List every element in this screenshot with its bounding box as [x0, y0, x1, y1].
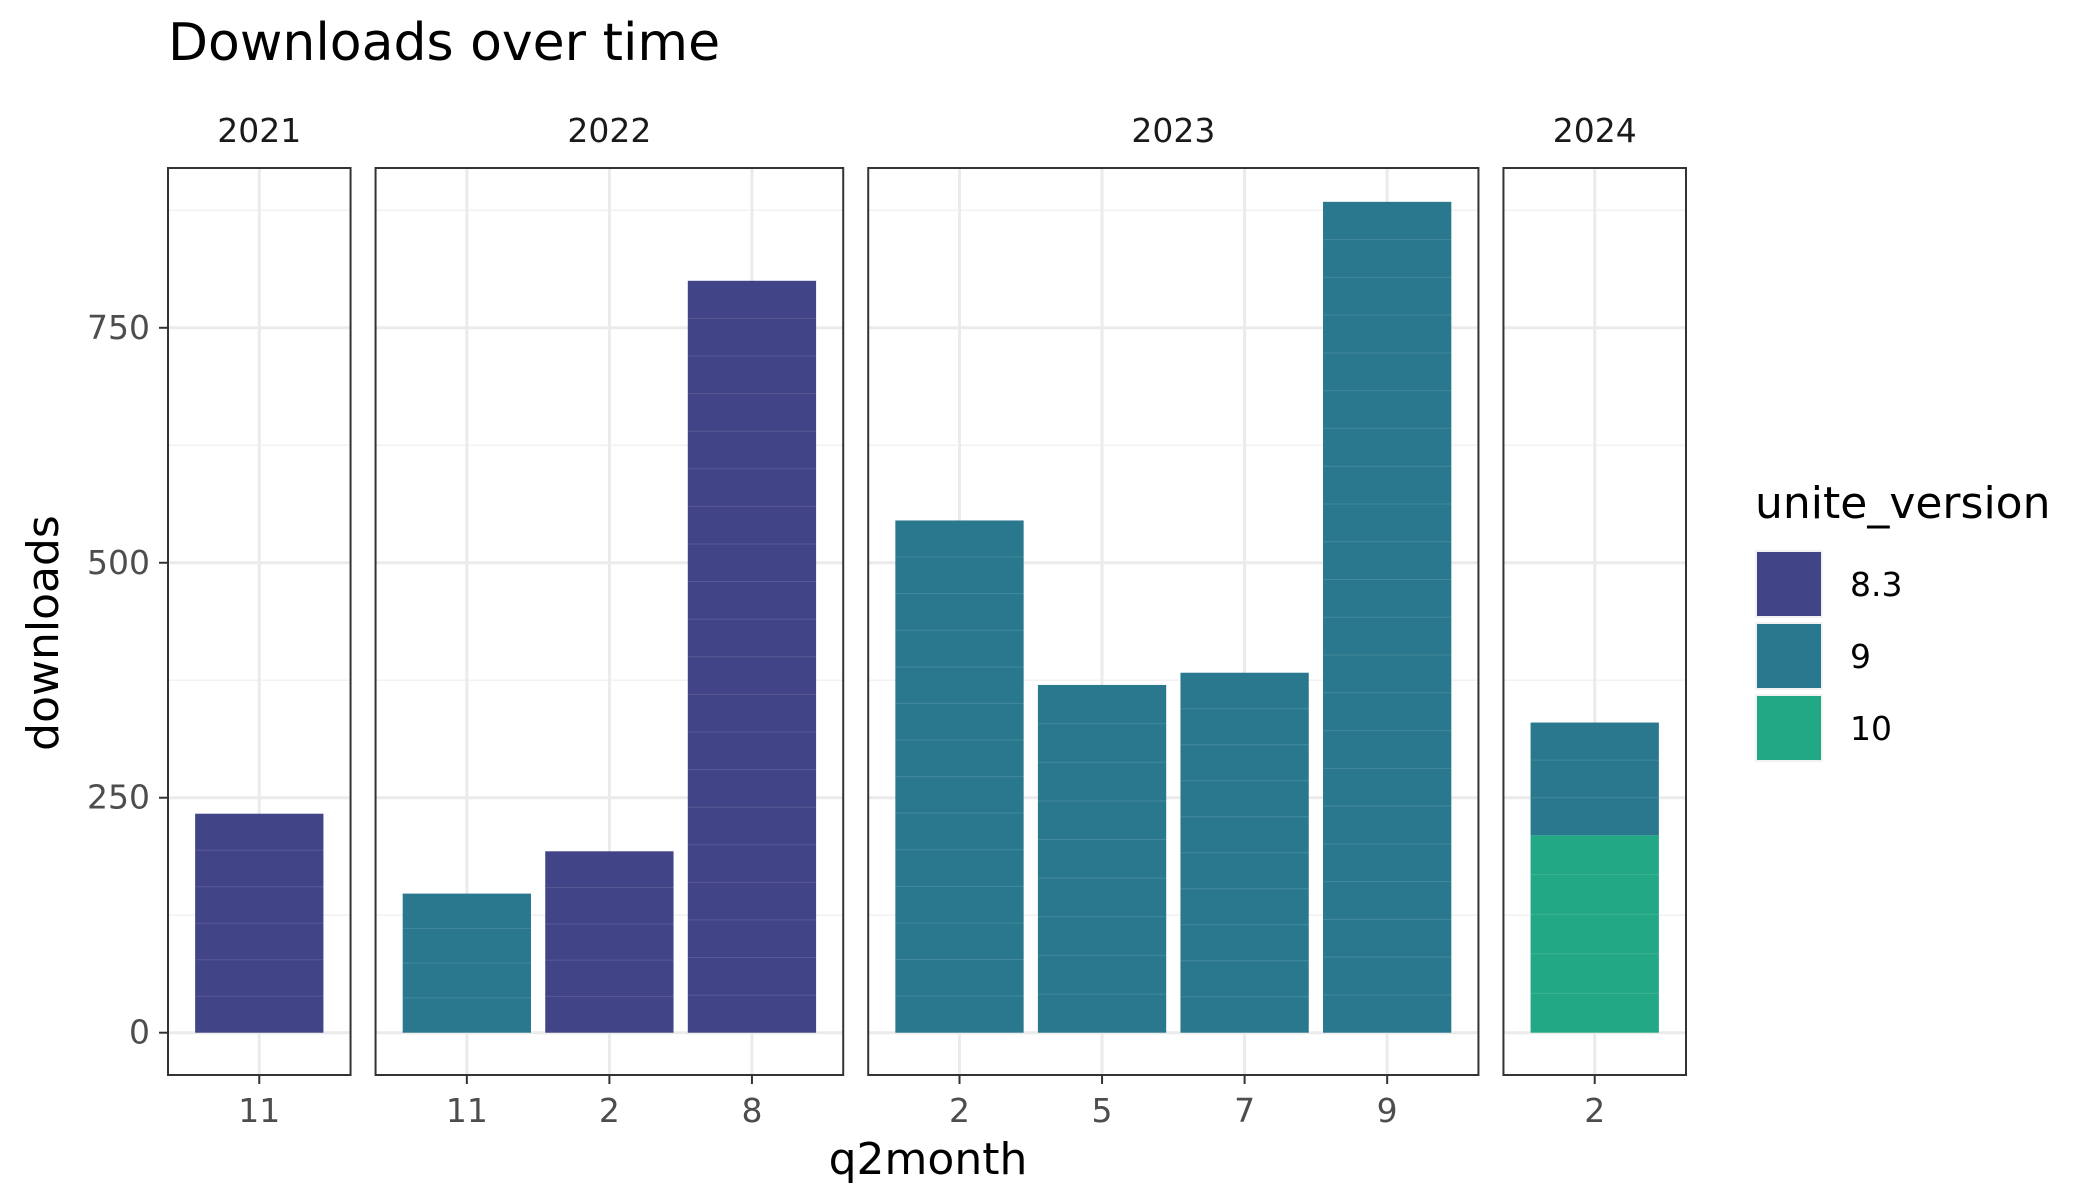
y-axis: 0 250 500 750 — [87, 308, 168, 1052]
x-tick-label: 2 — [599, 1091, 620, 1130]
x-axis-title: q2month — [829, 1134, 1028, 1185]
x-tick-label: 9 — [1377, 1091, 1398, 1130]
x-tick-label: 11 — [238, 1091, 280, 1130]
legend-label-8.3: 8.3 — [1850, 565, 1902, 604]
facet-panel-2023: 2023 2 5 7 9 — [867, 111, 1480, 1130]
x-tick-label: 2 — [949, 1091, 970, 1130]
legend-swatch-9 — [1757, 624, 1821, 688]
y-tick-label: 500 — [87, 543, 150, 582]
legend-label-9: 9 — [1850, 637, 1871, 676]
facets: 2021 11 2022 11 2 8 2023 2 5 7 9 2024 2 — [167, 111, 1688, 1130]
x-tick-label: 2 — [1584, 1091, 1605, 1130]
chart-title: Downloads over time — [168, 13, 720, 73]
legend: unite_version 8.3 9 10 — [1755, 478, 2050, 762]
facet-strip-label: 2022 — [567, 111, 651, 150]
y-axis-title: downloads — [18, 515, 69, 751]
legend-title: unite_version — [1755, 478, 2050, 529]
legend-label-10: 10 — [1850, 709, 1892, 748]
bar-2022-11-9 — [402, 893, 531, 1033]
facet-strip-label: 2024 — [1553, 111, 1637, 150]
bar-2021-11-8.3 — [195, 813, 324, 1033]
legend-swatch-10 — [1757, 696, 1821, 760]
y-tick-label: 250 — [87, 778, 150, 817]
facet-panel-2022: 2022 11 2 8 — [374, 111, 845, 1130]
facet-panel-2021: 2021 11 — [167, 111, 352, 1130]
bar-2024-2-10 — [1530, 835, 1659, 1033]
legend-swatch-8.3 — [1757, 552, 1821, 616]
bar-2023-5-9 — [1037, 684, 1167, 1033]
x-tick-label: 5 — [1092, 1091, 1113, 1130]
y-tick-label: 750 — [87, 308, 150, 347]
facet-strip-label: 2023 — [1131, 111, 1215, 150]
facet-panel-2024: 2024 2 — [1502, 111, 1688, 1130]
panel-border — [867, 167, 1480, 1076]
bar-2023-2-9 — [895, 520, 1024, 1033]
bar-2024-2-9 — [1530, 722, 1659, 836]
bar-2023-7-9 — [1180, 672, 1309, 1033]
bar-2022-2-8.3 — [545, 851, 674, 1033]
facet-strip-label: 2021 — [217, 111, 301, 150]
bar-2023-9-9 — [1323, 201, 1452, 1033]
y-tick-label: 0 — [129, 1013, 150, 1052]
x-tick-label: 8 — [741, 1091, 762, 1130]
x-tick-label: 7 — [1234, 1091, 1255, 1130]
x-tick-label: 11 — [446, 1091, 488, 1130]
bar-2022-8-8.3 — [687, 280, 817, 1033]
